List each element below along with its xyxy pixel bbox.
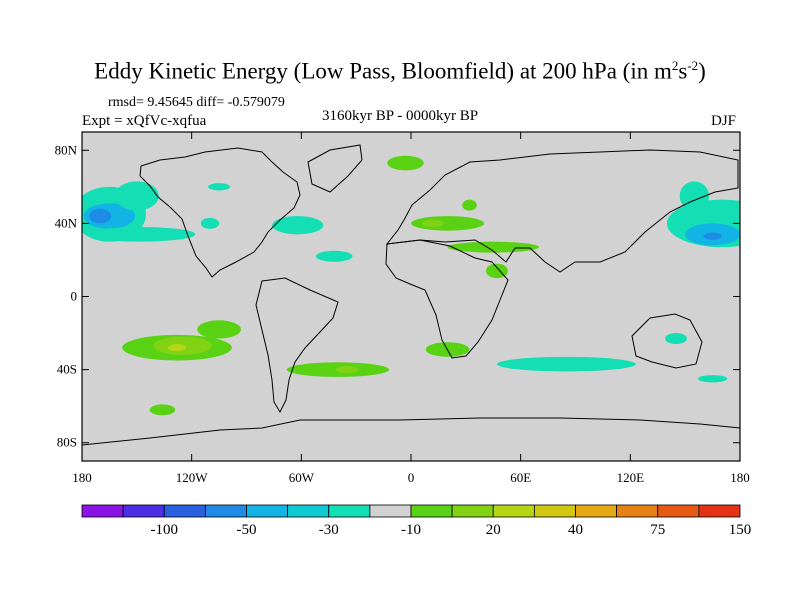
period-label: 3160kyr BP - 0000kyr BP bbox=[322, 108, 479, 124]
season-label: DJF bbox=[711, 113, 737, 129]
colorbar-box bbox=[492, 504, 535, 518]
map-background bbox=[82, 132, 740, 461]
anomaly-region bbox=[149, 404, 176, 416]
colorbar-box bbox=[533, 504, 576, 518]
colorbar-label: -100 bbox=[151, 522, 179, 538]
plot-frame bbox=[81, 131, 741, 462]
anomaly-region bbox=[387, 155, 424, 171]
colorbar-label: 150 bbox=[729, 522, 752, 538]
anomaly-region bbox=[485, 263, 508, 279]
x-tick-label: 180 bbox=[72, 470, 92, 485]
colorbar-box bbox=[410, 504, 453, 518]
anomaly-region bbox=[447, 241, 539, 253]
map-plot-area: 80N 40N 0 40S 80S 180 120W 60W 0 60E 120E 180 bbox=[55, 131, 750, 485]
anomaly-region bbox=[496, 356, 636, 372]
anomaly-region bbox=[85, 227, 196, 242]
experiment-label: Expt = xQfVc-xqfua bbox=[82, 113, 207, 129]
colorbar-box bbox=[204, 504, 247, 518]
coastline-australia bbox=[631, 313, 703, 369]
colorbar-label: -50 bbox=[237, 522, 257, 538]
y-tick-label: 0 bbox=[71, 289, 78, 304]
colorbar: -100 -50 -30 -10 20 40 75 150 bbox=[81, 504, 752, 538]
colorbar-label: -30 bbox=[319, 522, 339, 538]
colorbar-box bbox=[122, 504, 165, 518]
colorbar-box bbox=[657, 504, 700, 518]
anomaly-region bbox=[200, 217, 220, 229]
anomaly-region bbox=[208, 183, 231, 191]
colorbar-box bbox=[163, 504, 206, 518]
plot-title: Eddy Kinetic Energy (Low Pass, Bloomfiel… bbox=[94, 58, 706, 84]
anomaly-region bbox=[197, 320, 242, 339]
colorbar-box bbox=[287, 504, 330, 518]
y-tick-label: 80S bbox=[57, 435, 77, 450]
anomaly-region bbox=[114, 181, 159, 211]
anomaly-region bbox=[421, 219, 444, 228]
anomaly-region bbox=[272, 216, 324, 235]
coastline-south-america bbox=[255, 277, 339, 414]
colorbar-label: 75 bbox=[650, 522, 665, 538]
coastline-eurasia bbox=[385, 149, 739, 273]
anomaly-regions bbox=[82, 155, 740, 416]
x-tick-label: 0 bbox=[408, 470, 415, 485]
colorbar-box bbox=[369, 504, 412, 518]
colorbar-label: -10 bbox=[401, 522, 421, 538]
anomaly-region bbox=[665, 333, 687, 345]
colorbar-box bbox=[246, 504, 289, 518]
colorbar-box bbox=[616, 504, 659, 518]
anomaly-region bbox=[167, 344, 187, 352]
x-tick-label: 60E bbox=[510, 470, 531, 485]
y-tick-label: 40N bbox=[55, 215, 78, 230]
coastline-greenland bbox=[307, 144, 363, 193]
coastline-africa bbox=[385, 239, 509, 359]
anomaly-region bbox=[697, 375, 728, 383]
colorbar-box bbox=[698, 504, 741, 518]
coastlines bbox=[82, 144, 740, 446]
colorbar-box bbox=[81, 504, 124, 518]
anomaly-region bbox=[336, 365, 358, 374]
axes: 80N 40N 0 40S 80S 180 120W 60W 0 60E 120E 180 bbox=[55, 132, 750, 485]
colorbar-label: 20 bbox=[486, 522, 501, 538]
y-tick-label: 80N bbox=[55, 142, 78, 157]
coastline-antarctica bbox=[82, 417, 740, 446]
x-tick-label: 120E bbox=[617, 470, 645, 485]
anomaly-region bbox=[462, 199, 477, 211]
anomaly-region bbox=[411, 216, 485, 231]
anomaly-region bbox=[315, 250, 353, 262]
colorbar-box bbox=[451, 504, 494, 518]
y-tick-label: 40S bbox=[57, 362, 77, 377]
x-tick-label: 120W bbox=[176, 470, 209, 485]
x-tick-label: 60W bbox=[289, 470, 315, 485]
coastline-north-america bbox=[139, 147, 301, 278]
anomaly-region bbox=[703, 232, 722, 240]
anomaly-region bbox=[89, 208, 112, 224]
colorbar-label: 40 bbox=[568, 522, 583, 538]
x-tick-label: 180 bbox=[730, 470, 750, 485]
stats-label: rmsd= 9.45645 diff= -0.579079 bbox=[108, 95, 285, 110]
colorbar-box bbox=[328, 504, 371, 518]
colorbar-box bbox=[575, 504, 618, 518]
